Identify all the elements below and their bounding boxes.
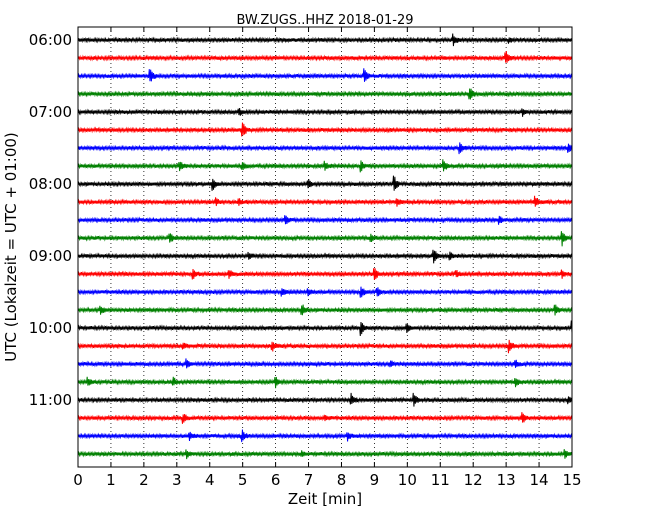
x-tick-label: 12 <box>464 471 483 489</box>
x-tick-label: 15 <box>562 471 581 489</box>
x-tick-label: 1 <box>106 471 116 489</box>
x-tick-label: 5 <box>238 471 248 489</box>
x-tick-label: 2 <box>139 471 149 489</box>
y-tick-label: 09:00 <box>29 247 72 265</box>
y-tick-label: 11:00 <box>29 391 72 409</box>
trace-0915 <box>77 268 573 280</box>
trace-0900 <box>77 249 573 264</box>
trace-0800 <box>77 175 573 191</box>
x-tick-label: 7 <box>304 471 314 489</box>
plot-frame <box>77 26 573 468</box>
trace-1015 <box>77 339 573 354</box>
trace-1045 <box>77 376 573 389</box>
trace-1145 <box>77 449 573 460</box>
trace-0845 <box>77 231 573 247</box>
x-tick-label: 3 <box>172 471 182 489</box>
x-tick-label: 9 <box>370 471 380 489</box>
trace-0815 <box>77 195 573 207</box>
trace-1130 <box>77 429 573 443</box>
trace-0600 <box>77 33 573 47</box>
trace-0945 <box>77 304 573 316</box>
x-tick-label: 10 <box>398 471 417 489</box>
trace-1100 <box>77 392 573 407</box>
x-axis-ticks: 0 1 2 3 4 5 6 7 8 9 10 11 12 13 14 15 <box>73 27 582 489</box>
x-tick-label: 11 <box>431 471 450 489</box>
x-tick-label: 14 <box>530 471 549 489</box>
seismogram-traces <box>77 33 573 460</box>
x-tick-label: 13 <box>497 471 516 489</box>
trace-1030 <box>77 358 573 369</box>
trace-0615 <box>77 50 573 63</box>
trace-0830 <box>77 215 573 225</box>
x-axis-label: Zeit [min] <box>288 490 362 508</box>
trace-0630 <box>77 68 573 82</box>
x-tick-label: 6 <box>271 471 281 489</box>
chart-title: BW.ZUGS..HHZ 2018-01-29 <box>236 13 413 28</box>
y-tick-label: 07:00 <box>29 103 72 121</box>
y-axis-ticks: 06:00 07:00 08:00 09:00 10:00 11:00 <box>29 31 83 409</box>
trace-1000 <box>77 320 573 336</box>
x-tick-label: 4 <box>205 471 215 489</box>
y-tick-label: 10:00 <box>29 319 72 337</box>
x-tick-label: 8 <box>337 471 347 489</box>
trace-0745 <box>77 159 573 173</box>
y-axis-label: UTC (Lokalzeit = UTC + 01:00) <box>2 132 20 362</box>
trace-0700 <box>77 108 573 117</box>
y-tick-label: 06:00 <box>29 31 72 49</box>
vertical-gridlines <box>110 27 540 467</box>
x-tick-label: 0 <box>73 471 83 489</box>
trace-0730 <box>77 142 573 155</box>
trace-1115 <box>77 412 573 424</box>
trace-0645 <box>77 88 573 100</box>
trace-0930 <box>77 286 573 298</box>
y-tick-label: 08:00 <box>29 175 72 193</box>
trace-0715 <box>77 122 573 137</box>
